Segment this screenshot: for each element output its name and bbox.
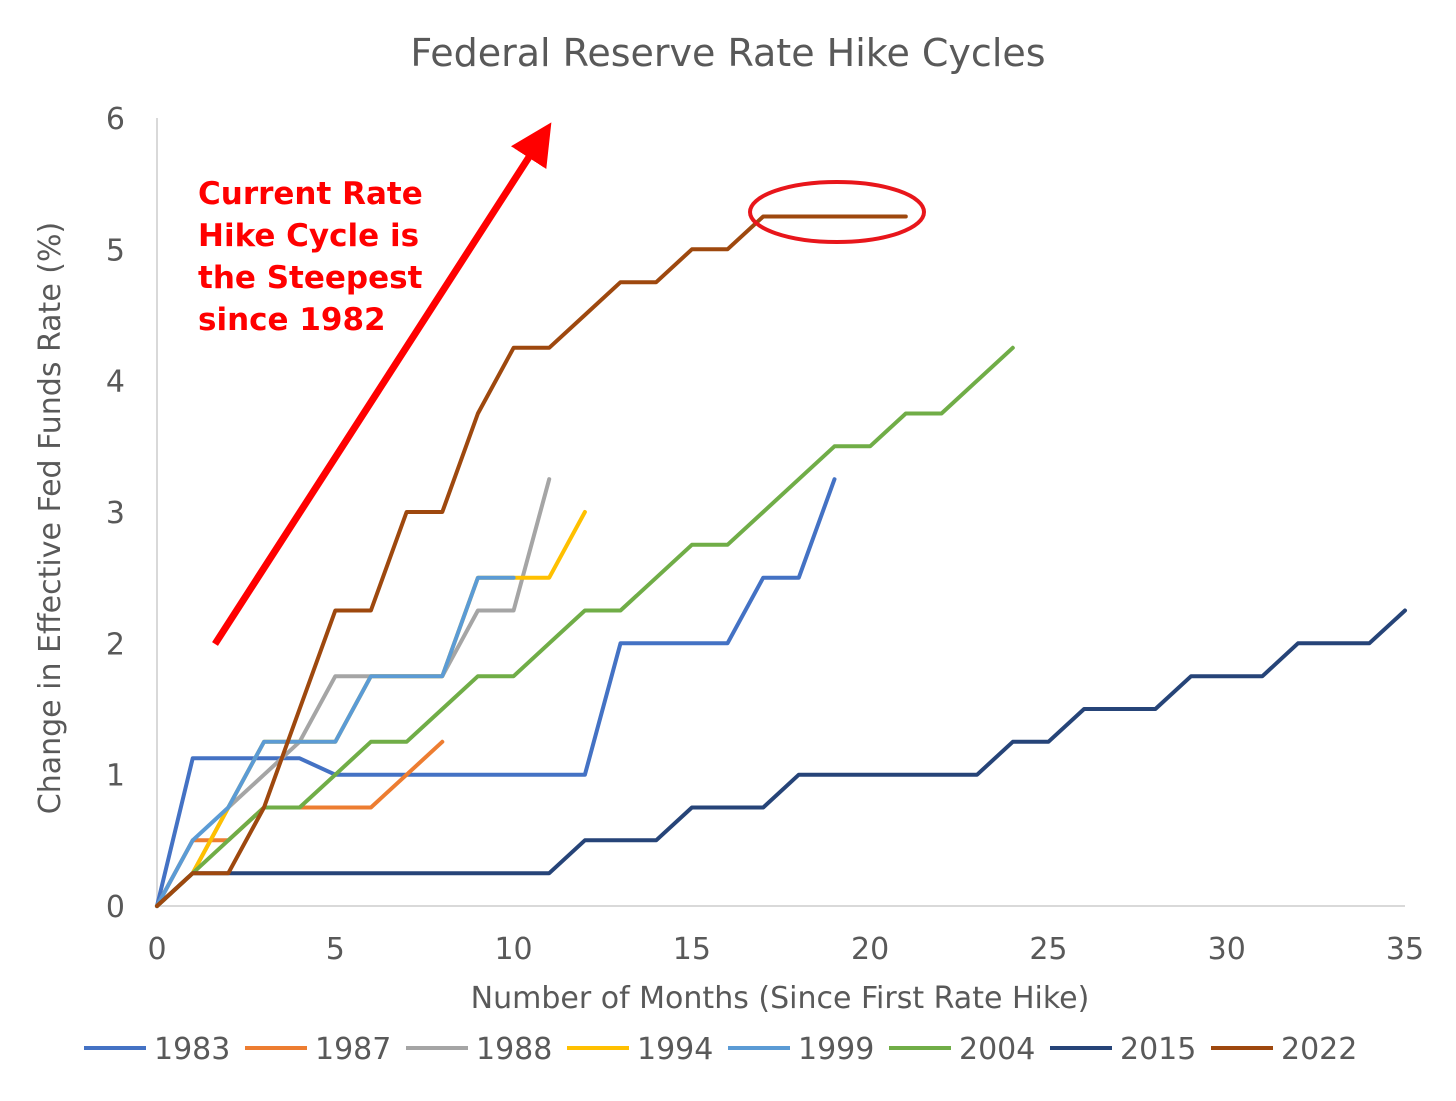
chart-title: Federal Reserve Rate Hike Cycles: [410, 31, 1045, 75]
series-line-1983: [155, 477, 837, 908]
legend-label-1987: 1987: [315, 1032, 391, 1067]
y-tick-label: 3: [106, 496, 125, 531]
legend-label-2022: 2022: [1281, 1032, 1357, 1067]
series-line-1999: [155, 575, 516, 908]
annotation-arrow: [212, 122, 552, 646]
annotation-line-1: Current Rate: [198, 176, 423, 212]
legend-label-2015: 2015: [1120, 1032, 1196, 1067]
y-tick-label: 5: [106, 233, 125, 268]
legend-label-1983: 1983: [154, 1032, 230, 1067]
legend-label-1988: 1988: [476, 1032, 552, 1067]
x-tick-label: 25: [1029, 932, 1067, 967]
x-tick-label: 30: [1208, 932, 1246, 967]
series-line-2004: [155, 345, 1015, 908]
y-axis-label: Change in Effective Fed Funds Rate (%): [33, 222, 68, 814]
annotation-line-4: since 1982: [198, 302, 386, 338]
y-tick-label: 6: [106, 102, 125, 137]
x-tick-label: 5: [326, 932, 345, 967]
series-lines: [155, 214, 1407, 908]
x-tick-label: 35: [1386, 932, 1424, 967]
annotation-line-2: Hike Cycle is: [198, 218, 419, 254]
y-tick-label: 0: [106, 890, 125, 925]
series-line-2015: [155, 608, 1407, 908]
highlight-ellipse: [748, 180, 926, 244]
legend-label-2004: 2004: [959, 1032, 1035, 1067]
y-tick-label: 4: [106, 365, 125, 400]
x-tick-label: 20: [851, 932, 889, 967]
x-axis-label: Number of Months (Since First Rate Hike): [471, 981, 1090, 1016]
y-tick-label: 2: [106, 627, 125, 662]
y-tick-label: 1: [106, 759, 125, 794]
series-line-1987: [155, 739, 445, 908]
x-tick-label: 15: [673, 932, 711, 967]
legend: 1983 1987 1988 1994 1999 2004 2015 2022: [84, 1032, 1357, 1067]
x-tick-label: 0: [147, 932, 166, 967]
annotation-text: Current Rate Hike Cycle is the Steepest …: [198, 176, 434, 338]
legend-label-1999: 1999: [798, 1032, 874, 1067]
axis-ticks: 0 5 10 15 20 25 30 35 0 1 2 3 4 5 6: [106, 102, 1424, 967]
annotation-line-3: the Steepest: [198, 260, 423, 296]
series-line-2022: [155, 214, 908, 908]
x-tick-label: 10: [494, 932, 532, 967]
legend-label-1994: 1994: [637, 1032, 713, 1067]
